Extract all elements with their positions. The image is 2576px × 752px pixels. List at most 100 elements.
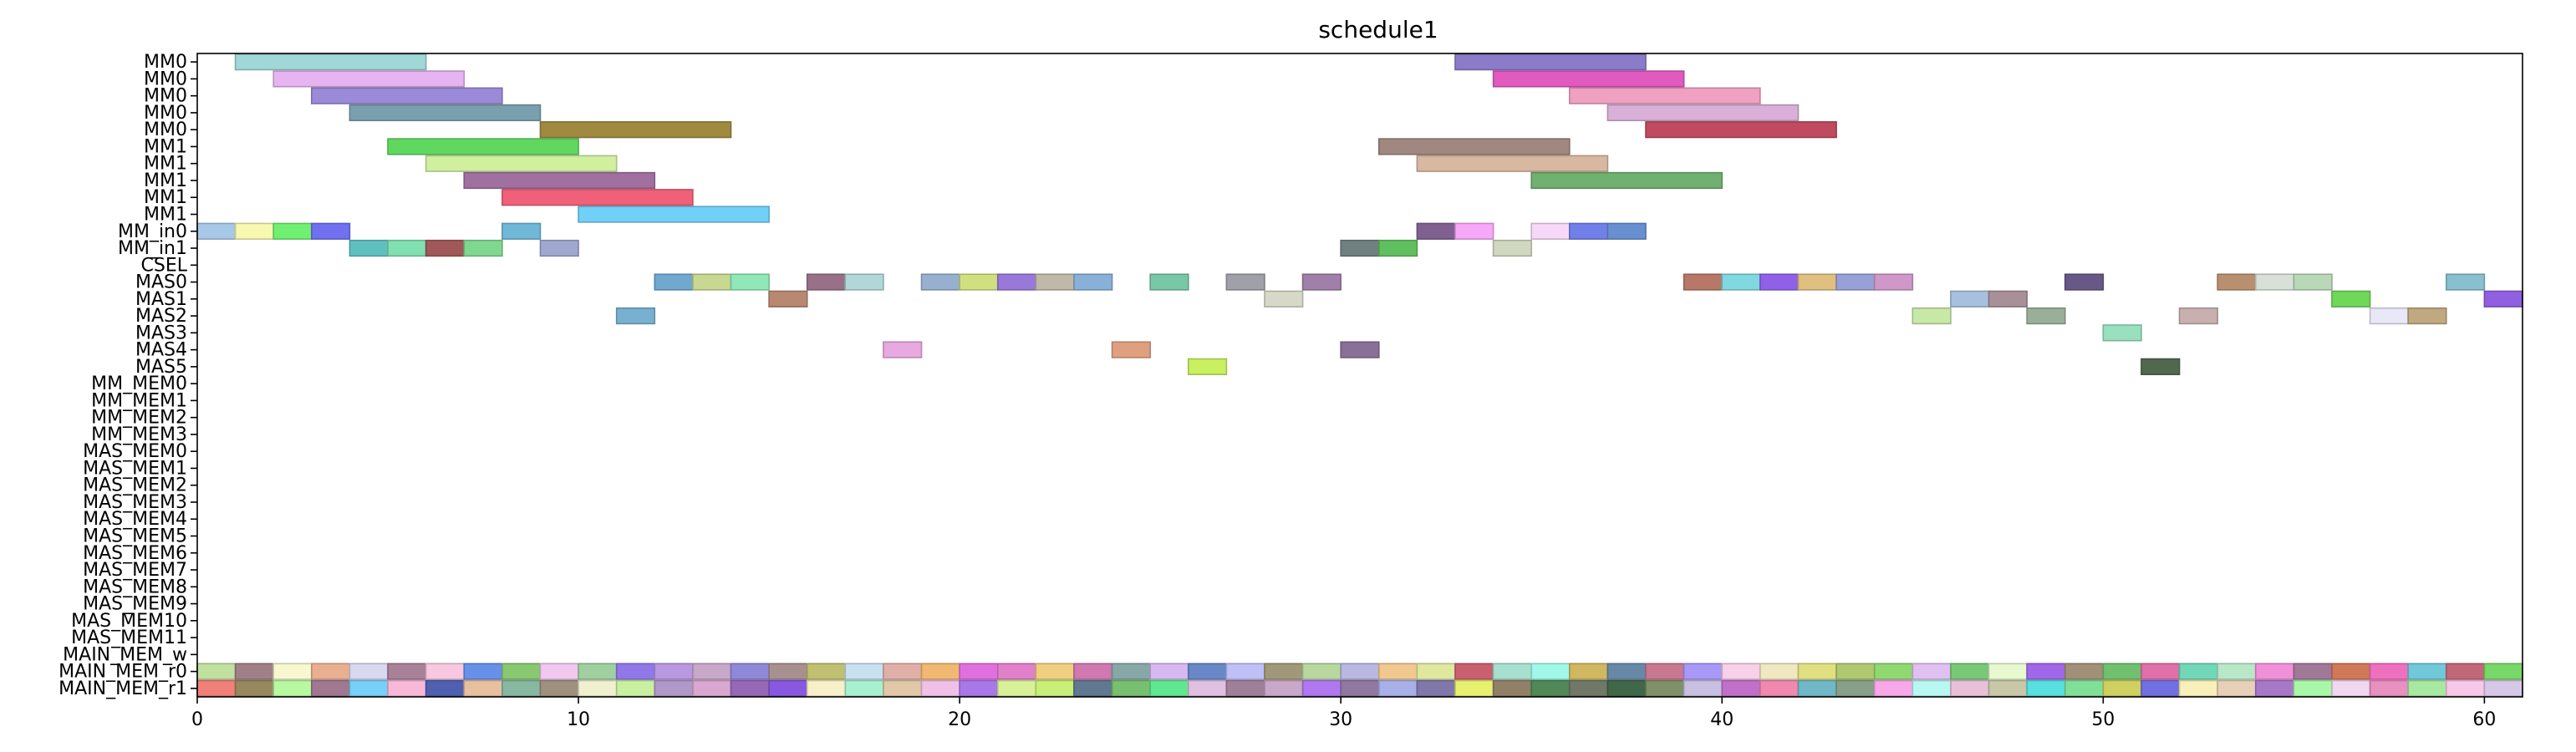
task-bar (1950, 290, 1990, 307)
task-bar (1340, 341, 1380, 358)
plot-frame (196, 53, 2523, 698)
task-bar (1683, 273, 1723, 291)
mem-bar (1111, 663, 1151, 680)
task-bar (730, 273, 770, 291)
mem-bar (1759, 679, 1800, 697)
task-bar (2445, 273, 2486, 291)
y-tick-label: MAS5 (135, 357, 187, 378)
mem-bar (1912, 679, 1952, 697)
task-bar (1606, 222, 1647, 240)
y-tick-label: MAS_MEM0 (83, 441, 187, 462)
mem-bar (615, 663, 656, 680)
task-bar (1111, 341, 1151, 358)
mem-bar (2331, 679, 2371, 697)
mem-bar (501, 663, 542, 680)
mem-bar (1301, 679, 1341, 697)
mem-bar (883, 679, 923, 697)
mem-bar (2141, 663, 2181, 680)
mem-bar (2293, 679, 2333, 697)
mem-bar (996, 663, 1037, 680)
mem-bar (959, 663, 999, 680)
task-bar (2102, 324, 2142, 342)
task-bar (2331, 290, 2371, 307)
task-bar (387, 138, 579, 155)
task-bar (1225, 273, 1265, 291)
task-bar (1416, 155, 1609, 172)
mem-bar (272, 663, 313, 680)
mem-bar (2254, 663, 2295, 680)
mem-bar (1416, 679, 1456, 697)
task-bar (272, 70, 466, 88)
mem-bar (1035, 663, 1075, 680)
y-tick-label: CSEL (141, 255, 188, 276)
mem-bar (1187, 663, 1228, 680)
mem-bar (768, 663, 808, 680)
task-bar (387, 239, 427, 257)
mem-bar (1950, 663, 1990, 680)
y-tick-label: MM0 (144, 103, 187, 124)
y-tick-label: MAIN_MEM_r0 (59, 662, 187, 683)
mem-bar (1797, 679, 1837, 697)
mem-bar (2064, 679, 2105, 697)
task-bar (959, 273, 999, 291)
mem-bar (2407, 663, 2447, 680)
task-bar (349, 239, 389, 257)
mem-bar (2178, 679, 2218, 697)
task-bar (1073, 273, 1113, 291)
task-bar (844, 273, 884, 291)
task-bar (1873, 273, 1914, 291)
y-tick-label: MM0 (144, 52, 187, 73)
mem-bar (996, 679, 1037, 697)
y-tick-label: MM_MEM2 (91, 408, 187, 429)
task-bar (234, 222, 275, 240)
y-tick-label: MAS_MEM10 (71, 611, 187, 632)
task-bar (349, 104, 542, 122)
mem-bar (1225, 663, 1265, 680)
mem-bar (1683, 663, 1723, 680)
mem-bar (1111, 679, 1151, 697)
mem-bar (1912, 663, 1952, 680)
mem-bar (654, 663, 694, 680)
task-bar (768, 290, 808, 307)
y-axis: MM0MM0MM0MM0MM0MM1MM1MM1MM1MM1MM_in0MM_i… (59, 52, 197, 699)
mem-bar (1988, 663, 2028, 680)
mem-bar (1835, 679, 1876, 697)
mem-bar (1950, 679, 1990, 697)
mem-bar (920, 679, 960, 697)
x-tick-label: 60 (2472, 709, 2496, 730)
mem-bar (2178, 663, 2218, 680)
task-bar (1492, 239, 1533, 257)
y-tick-label: MAS2 (135, 306, 187, 327)
y-tick-label: MM1 (144, 154, 187, 175)
mem-bar (2445, 663, 2486, 680)
task-bar (920, 273, 960, 291)
mem-bar (2217, 679, 2257, 697)
mem-bar (2293, 663, 2333, 680)
mem-bar (1759, 663, 1800, 680)
task-bar (692, 273, 732, 291)
mem-bar (1492, 679, 1533, 697)
task-bar (1378, 239, 1418, 257)
mem-bar (578, 679, 618, 697)
mem-bar (1530, 679, 1571, 697)
mem-bar (463, 663, 503, 680)
task-bar (2407, 307, 2447, 325)
task-bar (2254, 273, 2295, 291)
mem-bar (730, 663, 770, 680)
task-bar (501, 189, 694, 206)
task-bar (2217, 273, 2257, 291)
mem-bar (1569, 663, 1609, 680)
mem-bar (1264, 679, 1304, 697)
task-bar (1721, 273, 1761, 291)
mem-bar (806, 663, 847, 680)
mem-bar (1187, 679, 1228, 697)
mem-bar (1606, 663, 1647, 680)
task-bar (2293, 273, 2333, 291)
task-bar (1759, 273, 1800, 291)
mem-bar (2483, 679, 2523, 697)
task-bar (578, 206, 770, 223)
task-bar (1264, 290, 1304, 307)
mem-bar (1530, 663, 1571, 680)
mem-bar (1492, 663, 1533, 680)
task-bar (1569, 87, 1761, 104)
